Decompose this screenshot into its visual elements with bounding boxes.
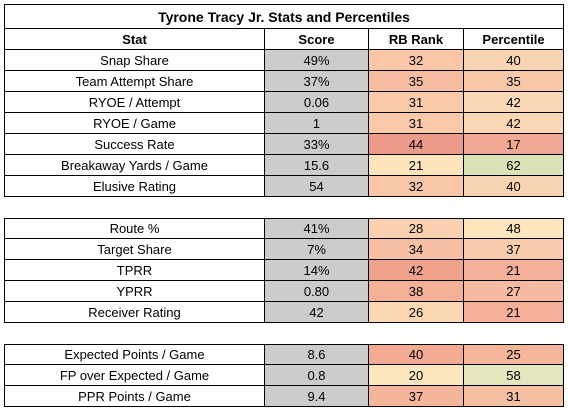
score-cell: 0.8 bbox=[265, 365, 369, 386]
table-row: TPRR 14% 42 21 bbox=[4, 260, 564, 281]
section-spacer bbox=[4, 323, 564, 344]
stat-cell: YPRR bbox=[4, 281, 265, 302]
percentile-cell: 31 bbox=[464, 386, 564, 407]
section-spacer bbox=[4, 197, 564, 218]
percentile-cell: 21 bbox=[464, 260, 564, 281]
rank-cell: 35 bbox=[369, 71, 464, 92]
stat-cell: Team Attempt Share bbox=[4, 71, 265, 92]
score-cell: 15.6 bbox=[265, 155, 369, 176]
header-score: Score bbox=[265, 29, 369, 50]
table-row: Snap Share 49% 32 40 bbox=[4, 50, 564, 71]
stat-cell: RYOE / Attempt bbox=[4, 92, 265, 113]
score-cell: 7% bbox=[265, 239, 369, 260]
table-row: Route % 41% 28 48 bbox=[4, 218, 564, 239]
score-cell: 37% bbox=[265, 71, 369, 92]
score-cell: 9.4 bbox=[265, 386, 369, 407]
stat-cell: Breakaway Yards / Game bbox=[4, 155, 265, 176]
score-cell: 0.06 bbox=[265, 92, 369, 113]
percentile-cell: 48 bbox=[464, 218, 564, 239]
rank-cell: 31 bbox=[369, 92, 464, 113]
stat-cell: FP over Expected / Game bbox=[4, 365, 265, 386]
stat-cell: Expected Points / Game bbox=[4, 344, 265, 365]
stat-cell: Route % bbox=[4, 218, 265, 239]
table-row: Elusive Rating 54 32 40 bbox=[4, 176, 564, 197]
percentile-cell: 17 bbox=[464, 134, 564, 155]
score-cell: 54 bbox=[265, 176, 369, 197]
header-stat: Stat bbox=[4, 29, 265, 50]
percentile-cell: 27 bbox=[464, 281, 564, 302]
score-cell: 41% bbox=[265, 218, 369, 239]
score-cell: 1 bbox=[265, 113, 369, 134]
rank-cell: 42 bbox=[369, 260, 464, 281]
stat-cell: Success Rate bbox=[4, 134, 265, 155]
table-row: Breakaway Yards / Game 15.6 21 62 bbox=[4, 155, 564, 176]
header-row: Stat Score RB Rank Percentile bbox=[4, 29, 564, 50]
table-row: Target Share 7% 34 37 bbox=[4, 239, 564, 260]
table-row: Team Attempt Share 37% 35 35 bbox=[4, 71, 564, 92]
rank-cell: 28 bbox=[369, 218, 464, 239]
table-row: Expected Points / Game 8.6 40 25 bbox=[4, 344, 564, 365]
rank-cell: 38 bbox=[369, 281, 464, 302]
percentile-cell: 42 bbox=[464, 113, 564, 134]
table-row: RYOE / Game 1 31 42 bbox=[4, 113, 564, 134]
rank-cell: 26 bbox=[369, 302, 464, 323]
stat-cell: Receiver Rating bbox=[4, 302, 265, 323]
rank-cell: 20 bbox=[369, 365, 464, 386]
table-row: Success Rate 33% 44 17 bbox=[4, 134, 564, 155]
table-row: PPR Points / Game 9.4 37 31 bbox=[4, 386, 564, 407]
table-row: FP over Expected / Game 0.8 20 58 bbox=[4, 365, 564, 386]
score-cell: 8.6 bbox=[265, 344, 369, 365]
percentile-cell: 21 bbox=[464, 302, 564, 323]
score-cell: 0.80 bbox=[265, 281, 369, 302]
rank-cell: 44 bbox=[369, 134, 464, 155]
stat-cell: TPRR bbox=[4, 260, 265, 281]
stats-table: Tyrone Tracy Jr. Stats and Percentiles S… bbox=[4, 4, 564, 407]
percentile-cell: 37 bbox=[464, 239, 564, 260]
header-rank: RB Rank bbox=[369, 29, 464, 50]
table-title: Tyrone Tracy Jr. Stats and Percentiles bbox=[4, 4, 564, 29]
score-cell: 42 bbox=[265, 302, 369, 323]
stat-cell: RYOE / Game bbox=[4, 113, 265, 134]
rank-cell: 21 bbox=[369, 155, 464, 176]
stat-cell: Snap Share bbox=[4, 50, 265, 71]
score-cell: 33% bbox=[265, 134, 369, 155]
rank-cell: 32 bbox=[369, 50, 464, 71]
percentile-cell: 40 bbox=[464, 50, 564, 71]
rank-cell: 31 bbox=[369, 113, 464, 134]
percentile-cell: 58 bbox=[464, 365, 564, 386]
stat-cell: PPR Points / Game bbox=[4, 386, 265, 407]
table-body: Snap Share 49% 32 40 Team Attempt Share 37% 35… bbox=[4, 50, 564, 407]
rank-cell: 40 bbox=[369, 344, 464, 365]
stat-cell: Target Share bbox=[4, 239, 265, 260]
table-row: Receiver Rating 42 26 21 bbox=[4, 302, 564, 323]
header-percentile: Percentile bbox=[464, 29, 564, 50]
rank-cell: 34 bbox=[369, 239, 464, 260]
percentile-cell: 35 bbox=[464, 71, 564, 92]
title-row: Tyrone Tracy Jr. Stats and Percentiles bbox=[4, 4, 564, 29]
rank-cell: 32 bbox=[369, 176, 464, 197]
score-cell: 49% bbox=[265, 50, 369, 71]
percentile-cell: 40 bbox=[464, 176, 564, 197]
percentile-cell: 25 bbox=[464, 344, 564, 365]
table-row: YPRR 0.80 38 27 bbox=[4, 281, 564, 302]
percentile-cell: 42 bbox=[464, 92, 564, 113]
score-cell: 14% bbox=[265, 260, 369, 281]
stat-cell: Elusive Rating bbox=[4, 176, 265, 197]
rank-cell: 37 bbox=[369, 386, 464, 407]
table-row: RYOE / Attempt 0.06 31 42 bbox=[4, 92, 564, 113]
percentile-cell: 62 bbox=[464, 155, 564, 176]
